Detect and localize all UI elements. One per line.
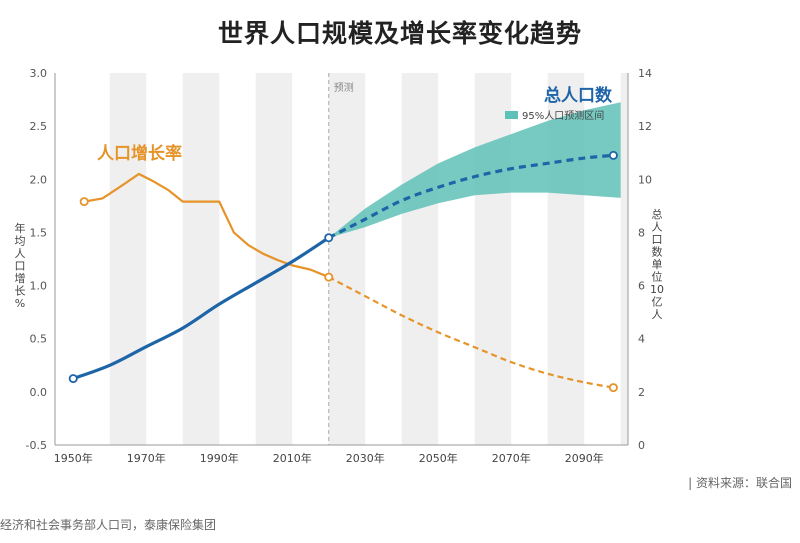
credit-note: 经济和社会事务部人口司，泰康保险集团: [0, 518, 217, 532]
decade-stripe: [401, 73, 439, 445]
x-tick-label: 1950年: [54, 451, 93, 465]
y-right-tick-label: 8: [638, 226, 645, 239]
y-right-tick-label: 6: [638, 280, 645, 293]
growth-rate-point: [608, 383, 618, 393]
y-left-tick-label: 0.5: [30, 333, 48, 346]
band-legend-swatch: [505, 111, 518, 119]
growth-rate-point: [79, 197, 89, 207]
y-right-tick-label: 14: [638, 67, 652, 80]
decade-stripe: [109, 73, 147, 445]
population-label: 总人口数: [544, 85, 613, 106]
band-legend-label: 95%人口预测区间: [522, 109, 604, 122]
population-point: [324, 233, 334, 243]
decade-stripe: [328, 73, 366, 445]
growth-rate-label: 人口增长率: [97, 143, 182, 164]
x-tick-label: 2050年: [419, 451, 458, 465]
prediction-band: [328, 102, 621, 238]
population-point: [608, 150, 618, 160]
source-note: | 资料来源：联合国: [688, 476, 792, 490]
decade-stripe: [182, 73, 220, 445]
y-right-tick-label: 10: [638, 173, 652, 186]
y-left-axis-label: 年均人口增长%: [15, 221, 26, 310]
x-tick-label: 1970年: [127, 451, 166, 465]
y-left-tick-label: 1.0: [30, 280, 48, 293]
y-left-tick-label: 2.0: [30, 173, 48, 186]
y-right-tick-label: 4: [638, 333, 645, 346]
y-right-tick-label: 0: [638, 439, 645, 452]
population-point: [68, 374, 78, 384]
forecast-label: 预测: [334, 81, 354, 94]
x-tick-label: 1990年: [200, 451, 239, 465]
y-right-tick-label: 12: [638, 120, 652, 133]
x-tick-label: 2030年: [346, 451, 385, 465]
decade-stripe: [474, 73, 512, 445]
growth-rate-projected-line: [328, 276, 614, 389]
population-projected-line: [327, 153, 614, 240]
y-right-tick-label: 2: [638, 386, 645, 399]
growth-rate-point: [324, 272, 334, 282]
population-historical-line: [72, 236, 330, 381]
decade-stripe: [620, 73, 628, 445]
x-tick-label: 2090年: [565, 451, 604, 465]
y-left-tick-label: 1.5: [30, 226, 48, 239]
y-left-tick-label: 3.0: [30, 67, 48, 80]
chart-title: 世界人口规模及增长率变化趋势: [217, 19, 582, 48]
y-right-axis-label: 总人口数单位 10 亿人: [650, 207, 664, 321]
x-tick-label: 2010年: [273, 451, 312, 465]
x-tick-label: 2070年: [492, 451, 531, 465]
y-left-tick-label: -0.5: [26, 439, 47, 452]
y-left-tick-label: 0.0: [30, 386, 48, 399]
y-left-tick-label: 2.5: [30, 120, 48, 133]
growth-rate-historical-line: [84, 172, 330, 279]
